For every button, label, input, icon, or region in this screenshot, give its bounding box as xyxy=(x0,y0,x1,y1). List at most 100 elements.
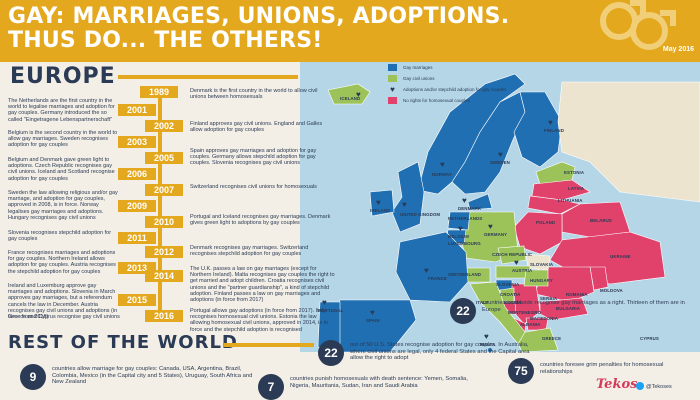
country-label: NETHERLANDS xyxy=(448,216,483,221)
stat-text: countries worldwide recognise gay marria… xyxy=(482,300,685,313)
stat-text: countries foresee grim penalties for hom… xyxy=(540,362,664,375)
heart-icon: ♥ xyxy=(440,160,445,169)
country-label: FINLAND xyxy=(544,128,564,133)
country-label: HUNGARY xyxy=(530,278,553,283)
country-label: AUSTRIA xyxy=(512,268,533,273)
country-label: BULGARIA xyxy=(556,306,580,311)
map-hungary xyxy=(523,269,549,287)
timeline-year: 2011 xyxy=(118,232,156,244)
map-estonia xyxy=(535,161,576,185)
country-label: ITALY xyxy=(476,300,489,305)
timeline-event: France recognises marriages and adoption… xyxy=(8,250,116,275)
twitter-icon xyxy=(636,382,644,390)
heart-icon: ♥ xyxy=(462,196,467,205)
country-label: BELARUS xyxy=(590,218,612,223)
heart-icon: ♥ xyxy=(322,298,327,307)
timeline-event: Belgium is the second country in the wor… xyxy=(8,130,118,149)
map-ireland xyxy=(369,189,395,217)
heart-icon: ♥ xyxy=(356,90,361,99)
map-greece xyxy=(513,327,559,352)
country-label: CROATIA xyxy=(500,292,521,297)
timeline-event: Greece and Cyprus recognise gay civil un… xyxy=(8,314,120,320)
heart-icon: ♥ xyxy=(484,332,489,341)
timeline-year: 2002 xyxy=(145,120,183,132)
timeline-year: 1989 xyxy=(140,86,178,98)
rest-heading: REST OF THE WORLD xyxy=(8,332,238,353)
legend-label: Gay civil unions xyxy=(403,76,435,81)
heart-icon: ♥ xyxy=(498,150,503,159)
country-label: LATVIA xyxy=(568,186,585,191)
stat-circle: 22 xyxy=(450,298,476,324)
legend-swatch xyxy=(388,75,397,82)
country-label: LITHUANIA xyxy=(558,198,583,203)
map-malta xyxy=(488,348,492,352)
timeline-event: Spain approves gay marriages and adoptio… xyxy=(190,148,317,167)
map-russia xyxy=(557,81,700,203)
timeline-year: 2001 xyxy=(118,104,156,116)
legend-label: Adoptions and/or stepchild adoption for … xyxy=(403,87,507,92)
country-label: CYPRUS xyxy=(640,336,659,341)
country-label: BELGIUM xyxy=(448,234,469,239)
title-line-1: GAY: MARRIAGES, UNIONS, ADOPTIONS. xyxy=(8,4,510,29)
country-label: LUXEMBOURG xyxy=(448,241,481,246)
legend-label: Gay marriages xyxy=(403,65,433,70)
stat-text: out of 50 U.S. States recognise adoption… xyxy=(350,342,530,361)
heart-icon: ♥ xyxy=(424,266,429,275)
country-label: MACEDONIA xyxy=(530,316,558,321)
country-label: GREECE xyxy=(542,336,562,341)
country-label: UNITED KINGDOM xyxy=(400,212,441,217)
timeline-year: 2007 xyxy=(145,184,183,196)
country-label: SPAIN xyxy=(366,318,380,323)
country-label: MALTA xyxy=(480,342,496,347)
map-norway xyxy=(417,73,526,195)
date-tag: May 2016 xyxy=(662,46,694,53)
heart-icon: ♥ xyxy=(548,118,553,127)
stat-circle: 9 xyxy=(20,364,46,390)
legend-item: ♥ Adoptions and/or stepchild adoption fo… xyxy=(388,84,588,95)
country-label: NORWAY xyxy=(432,172,452,177)
country-label: SLOVENIA xyxy=(496,282,520,287)
heart-icon: ♥ xyxy=(458,224,463,233)
rest-section xyxy=(0,352,700,400)
heart-icon: ♥ xyxy=(402,200,407,209)
heart-icon: ♥ xyxy=(376,198,381,207)
timeline-event: Ireland and Luxemburg approve gay marria… xyxy=(8,283,118,321)
timeline-event: Slovenia recognises stepchild adoption f… xyxy=(8,230,112,243)
country-label: UKRAINE xyxy=(610,254,631,259)
timeline-event: Portugal and Iceland recognises gay marr… xyxy=(190,214,331,227)
country-label: DENMARK xyxy=(458,206,482,211)
country-label: POLAND xyxy=(536,220,556,225)
legend-swatch xyxy=(388,64,397,71)
legend-item: Gay marriages xyxy=(388,62,588,73)
country-label: GERMANY xyxy=(484,232,508,237)
europe-map xyxy=(317,73,700,352)
country-label: CZECH REPUBLIC xyxy=(492,252,533,257)
header-banner: GAY: MARRIAGES, UNIONS, ADOPTIONS. THUS … xyxy=(0,0,700,62)
timeline-event: Switzerland recognises civil unions for … xyxy=(190,184,317,190)
timeline-event: Denmark is the first country in the worl… xyxy=(190,88,318,101)
stat-circle: 75 xyxy=(508,358,534,384)
europe-heading-line xyxy=(118,75,298,79)
map-latvia xyxy=(531,179,591,201)
timeline-event: Denmark recognises gay marriages. Switze… xyxy=(190,245,309,258)
timeline-year: 2016 xyxy=(145,310,183,322)
rest-heading-line xyxy=(224,343,314,347)
europe-heading: EUROPE xyxy=(10,64,116,89)
timeline-year: 2010 xyxy=(145,216,183,228)
timeline-year: 2012 xyxy=(145,246,183,258)
country-label: IRELAND xyxy=(370,208,391,213)
male-symbol-icon xyxy=(630,10,682,64)
page-title: GAY: MARRIAGES, UNIONS, ADOPTIONS. THUS … xyxy=(8,5,568,53)
country-label: ICELAND xyxy=(340,96,361,101)
map-uk xyxy=(391,161,425,233)
country-label: SWITZERLAND xyxy=(448,272,482,277)
map-netherlands xyxy=(447,211,471,231)
timeline-year: 2014 xyxy=(145,270,183,282)
stat-circle: 7 xyxy=(258,374,284,400)
map-denmark xyxy=(467,193,493,211)
country-label: MONTENEGRO xyxy=(508,310,541,315)
stat-circle: 22 xyxy=(318,340,344,366)
twitter-handle[interactable]: @Tekoses xyxy=(646,384,672,390)
timeline-event: The Netherlands are the first country in… xyxy=(8,98,115,123)
brand-logo: Tekos xyxy=(596,377,638,392)
